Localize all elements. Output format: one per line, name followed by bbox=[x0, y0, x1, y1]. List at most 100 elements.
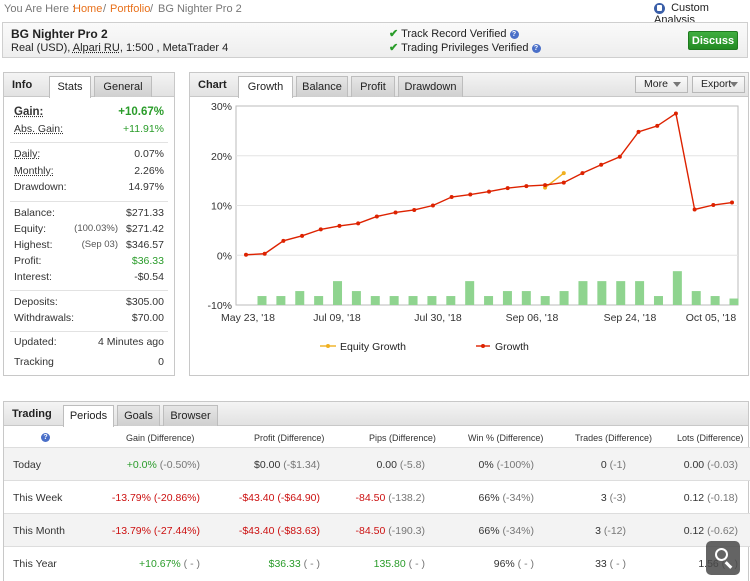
trades-cell: 3 (-3) bbox=[600, 492, 626, 504]
profit-value: $36.33 bbox=[131, 255, 164, 267]
broker-link[interactable]: Alpari RU bbox=[72, 42, 120, 54]
export-label: Export bbox=[701, 78, 732, 90]
withdrawals-value: $70.00 bbox=[131, 312, 164, 324]
growth-point bbox=[244, 252, 248, 257]
account-header: BG Nighter Pro 2 Real (USD), Alpari RU, … bbox=[2, 22, 748, 58]
chevron-down-icon bbox=[730, 82, 738, 87]
bar bbox=[521, 291, 531, 305]
table-row: This Year +10.67% ( - ) $36.33 ( - ) 135… bbox=[4, 546, 750, 579]
growth-point bbox=[356, 221, 361, 226]
breadcrumb-portfolio-link[interactable]: Portfolio bbox=[110, 3, 151, 15]
growth-point bbox=[561, 180, 566, 185]
tab-goals[interactable]: Goals bbox=[117, 405, 160, 426]
growth-point bbox=[393, 210, 398, 215]
growth-point bbox=[543, 183, 548, 188]
chart-panel: Chart Growth Balance Profit Drawdown Mor… bbox=[189, 72, 749, 376]
period-label: Today bbox=[13, 459, 42, 471]
gain-cell: +10.67% ( - ) bbox=[139, 558, 200, 570]
growth-point bbox=[430, 203, 435, 208]
tab-stats[interactable]: Stats bbox=[49, 76, 91, 98]
column-header-profit: Profit (Difference) bbox=[254, 433, 325, 443]
zoom-icon-handle bbox=[724, 561, 733, 569]
bar bbox=[465, 281, 475, 305]
updated-label: Updated: bbox=[14, 336, 57, 348]
legend-growth-marker bbox=[481, 344, 485, 348]
stat-updated: Updated: 4 Minutes ago bbox=[14, 336, 164, 352]
balance-label: Balance: bbox=[14, 207, 55, 219]
tab-growth[interactable]: Growth bbox=[238, 76, 293, 98]
growth-point bbox=[468, 192, 473, 197]
account-details: Real (USD), Alpari RU, 1:500 , MetaTrade… bbox=[11, 42, 228, 54]
zoom-widget[interactable] bbox=[706, 541, 740, 575]
daily-label: Daily: bbox=[14, 148, 41, 160]
table-row: This Week -13.79% (-20.86%) -$43.40 (-$6… bbox=[4, 480, 750, 513]
tab-drawdown[interactable]: Drawdown bbox=[398, 76, 463, 97]
drawdown-value: 14.97% bbox=[128, 181, 164, 193]
growth-point bbox=[599, 162, 604, 167]
abs-gain-value: +11.91% bbox=[123, 123, 164, 135]
tab-profit[interactable]: Profit bbox=[351, 76, 395, 97]
custom-analysis-button[interactable]: Custom Analysis bbox=[654, 2, 750, 26]
bar bbox=[295, 291, 305, 305]
pips-cell: -84.50 (-190.3) bbox=[355, 525, 425, 537]
stat-deposits: Deposits: $305.00 bbox=[14, 296, 164, 312]
bar bbox=[672, 271, 682, 305]
tab-periods[interactable]: Periods bbox=[63, 405, 114, 427]
equity-label: Equity: bbox=[14, 223, 47, 235]
highest-label: Highest: bbox=[14, 239, 53, 251]
monthly-label: Monthly: bbox=[14, 165, 54, 177]
bar bbox=[370, 296, 380, 305]
equity-value: $271.42 bbox=[126, 223, 164, 235]
tab-browser[interactable]: Browser bbox=[163, 405, 218, 426]
profit-label: Profit: bbox=[14, 255, 42, 267]
abs-gain-label: Abs. Gain: bbox=[14, 123, 64, 135]
x-tick-label: Oct 05, '18 bbox=[686, 312, 737, 324]
monthly-value: 2.26% bbox=[134, 165, 164, 177]
trades-cell: 3 (-12) bbox=[595, 525, 626, 537]
growth-point bbox=[337, 223, 342, 228]
stat-gain: Gain: +10.67% bbox=[14, 106, 164, 122]
growth-point bbox=[318, 227, 323, 232]
y-tick-label: 0% bbox=[217, 250, 232, 262]
zoom-icon bbox=[715, 548, 728, 561]
stat-profit: Profit: $36.33 bbox=[14, 255, 164, 271]
highest-value: $346.57 bbox=[126, 239, 164, 251]
bar bbox=[597, 281, 607, 305]
win-cell: 66% (-34%) bbox=[478, 525, 534, 537]
discuss-button[interactable]: Discuss bbox=[688, 31, 738, 50]
lots-cell: 0.12 (-0.18) bbox=[683, 492, 738, 504]
column-header-gain: Gain (Difference) bbox=[126, 433, 195, 443]
growth-point bbox=[730, 200, 734, 205]
balance-value: $271.33 bbox=[126, 207, 164, 219]
trades-cell: 33 ( - ) bbox=[595, 558, 626, 570]
bar bbox=[257, 296, 267, 305]
export-dropdown[interactable]: Export bbox=[692, 76, 745, 93]
trading-panel: Trading Periods Goals Browser bbox=[3, 401, 749, 581]
tab-balance[interactable]: Balance bbox=[296, 76, 348, 97]
stat-balance: Balance: $271.33 bbox=[14, 207, 164, 223]
lots-cell: 0.00 (-0.03) bbox=[683, 459, 738, 471]
y-tick-label: 30% bbox=[211, 101, 232, 113]
y-tick-label: -10% bbox=[207, 300, 232, 312]
help-icon[interactable]: ? bbox=[531, 43, 541, 53]
breadcrumb-home-link[interactable]: Home bbox=[73, 3, 103, 15]
tab-general[interactable]: General bbox=[94, 76, 152, 97]
pips-cell: 0.00 (-5.8) bbox=[376, 459, 425, 471]
tracking-label: Tracking bbox=[14, 356, 54, 368]
breadcrumb: You Are Here : Home / Portfolio / BG Nig… bbox=[0, 0, 750, 26]
divider bbox=[10, 201, 168, 202]
bar bbox=[578, 281, 588, 305]
highest-date: (Sep 03) bbox=[81, 239, 118, 250]
stat-daily: Daily: 0.07% bbox=[14, 148, 164, 164]
stat-abs-gain: Abs. Gain: +11.91% bbox=[14, 123, 164, 139]
bar bbox=[653, 296, 663, 305]
more-dropdown[interactable]: More bbox=[635, 76, 688, 93]
profit-cell: $36.33 ( - ) bbox=[268, 558, 320, 570]
growth-point bbox=[300, 233, 305, 238]
period-label: This Month bbox=[13, 525, 65, 537]
column-header-lots: Lots (Difference) bbox=[677, 433, 744, 443]
help-icon[interactable]: ? bbox=[509, 29, 519, 39]
interest-value: -$0.54 bbox=[134, 271, 164, 283]
help-icon[interactable]: ? bbox=[41, 433, 50, 442]
daily-value: 0.07% bbox=[134, 148, 164, 160]
